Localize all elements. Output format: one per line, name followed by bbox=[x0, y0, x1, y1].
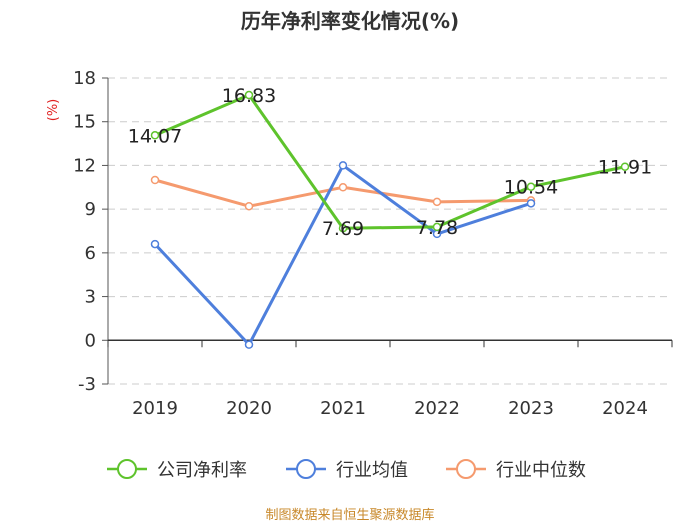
series-group bbox=[150, 90, 630, 349]
y-tick-label: 18 bbox=[73, 68, 96, 89]
y-tick-label: 3 bbox=[85, 287, 96, 308]
data-point bbox=[432, 197, 442, 207]
legend-label: 公司净利率 bbox=[157, 460, 247, 481]
data-label: 14.07 bbox=[128, 125, 182, 147]
data-label: 7.69 bbox=[322, 218, 364, 240]
x-tick-label: 2024 bbox=[602, 398, 648, 419]
data-label: 10.54 bbox=[504, 177, 558, 199]
data-point bbox=[244, 340, 254, 349]
data-point bbox=[150, 175, 160, 185]
data-point bbox=[244, 201, 254, 211]
y-tick-label: 0 bbox=[85, 330, 96, 351]
chart-title: 历年净利率变化情况(%) bbox=[241, 9, 459, 33]
legend-marker bbox=[117, 459, 137, 479]
legend-marker bbox=[456, 459, 476, 479]
y-axis-ticks: 18 15 12 9 6 3 0 -3 bbox=[73, 68, 109, 395]
data-labels: 14.07 16.83 7.69 7.78 10.54 11.91 bbox=[128, 85, 652, 240]
data-point bbox=[620, 162, 630, 171]
legend-label: 行业均值 bbox=[336, 460, 408, 481]
x-tick-label: 2022 bbox=[414, 398, 460, 419]
data-point bbox=[150, 239, 160, 249]
y-tick-label: 12 bbox=[73, 155, 96, 176]
y-axis-unit-label: (%) bbox=[46, 99, 61, 122]
x-tick-label: 2020 bbox=[226, 398, 272, 419]
series-line-0 bbox=[154, 93, 626, 230]
data-point bbox=[244, 90, 254, 100]
legend-item-2[interactable]: 行业中位数 bbox=[446, 459, 586, 481]
grid-lines bbox=[108, 77, 672, 385]
source-note: 制图数据来自恒生聚源数据库 bbox=[265, 507, 434, 523]
data-point bbox=[338, 183, 348, 192]
data-point bbox=[150, 131, 160, 140]
legend-item-0[interactable]: 公司净利率 bbox=[107, 459, 247, 481]
legend[interactable]: 公司净利率 行业均值 行业中位数 bbox=[107, 459, 586, 481]
y-tick-label: 15 bbox=[73, 112, 96, 133]
data-label: 7.78 bbox=[416, 217, 458, 239]
data-point bbox=[526, 182, 536, 191]
y-tick-label: 6 bbox=[85, 243, 96, 264]
x-tick-label: 2021 bbox=[320, 398, 366, 419]
x-tick-label: 2023 bbox=[508, 398, 554, 419]
y-tick-label: -3 bbox=[78, 374, 96, 395]
data-point bbox=[338, 223, 348, 233]
legend-marker bbox=[296, 459, 316, 479]
series-line-1 bbox=[153, 163, 532, 347]
legend-item-1[interactable]: 行业均值 bbox=[286, 459, 408, 481]
data-point bbox=[526, 199, 536, 208]
legend-label: 行业中位数 bbox=[496, 460, 586, 481]
data-point bbox=[338, 161, 348, 170]
y-tick-label: 9 bbox=[85, 199, 96, 220]
x-tick-label: 2019 bbox=[132, 398, 178, 419]
x-axis: 2019 2020 2021 2022 2023 2024 bbox=[107, 339, 673, 419]
data-point bbox=[432, 222, 442, 232]
data-label: 16.83 bbox=[222, 85, 276, 107]
data-label: 11.91 bbox=[598, 157, 652, 179]
